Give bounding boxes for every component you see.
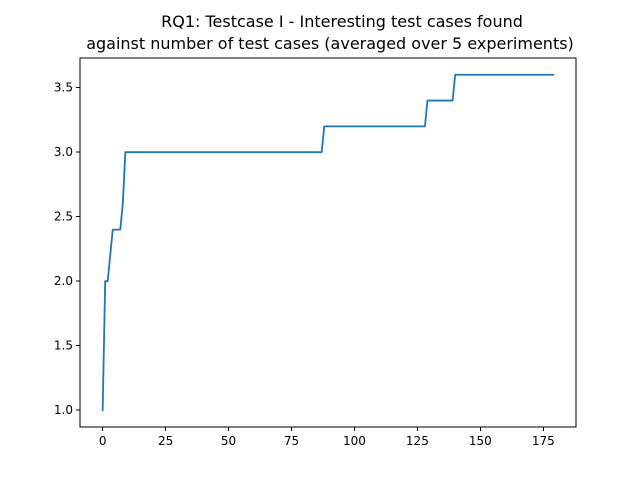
x-tick-label: 175	[532, 434, 555, 448]
x-tick-label: 25	[158, 434, 173, 448]
x-tick-label: 75	[284, 434, 299, 448]
y-tick-label: 3.5	[54, 81, 73, 95]
axes-frame	[79, 57, 577, 428]
y-tick-label: 1.0	[54, 403, 73, 417]
y-tick-label: 2.0	[54, 274, 73, 288]
x-tick-label: 100	[343, 434, 366, 448]
y-tick-label: 2.5	[54, 210, 73, 224]
chart-title-line-1: RQ1: Testcase I - Interesting test cases…	[161, 12, 523, 31]
series-line-1	[101, 73, 555, 412]
x-tick-label: 50	[221, 434, 236, 448]
chart-title-line-2: against number of test cases (averaged o…	[86, 34, 574, 53]
x-axis: 0 25 50 75 100 125 150 175	[99, 427, 555, 448]
y-axis: 1.0 1.5 2.0 2.5 3.0 3.5	[54, 81, 80, 417]
x-tick-label: 125	[406, 434, 429, 448]
x-tick-label: 150	[469, 434, 492, 448]
y-tick-label: 1.5	[54, 339, 73, 353]
y-tick-label: 3.0	[54, 145, 73, 159]
x-tick-label: 0	[99, 434, 107, 448]
plot-area	[101, 73, 555, 412]
